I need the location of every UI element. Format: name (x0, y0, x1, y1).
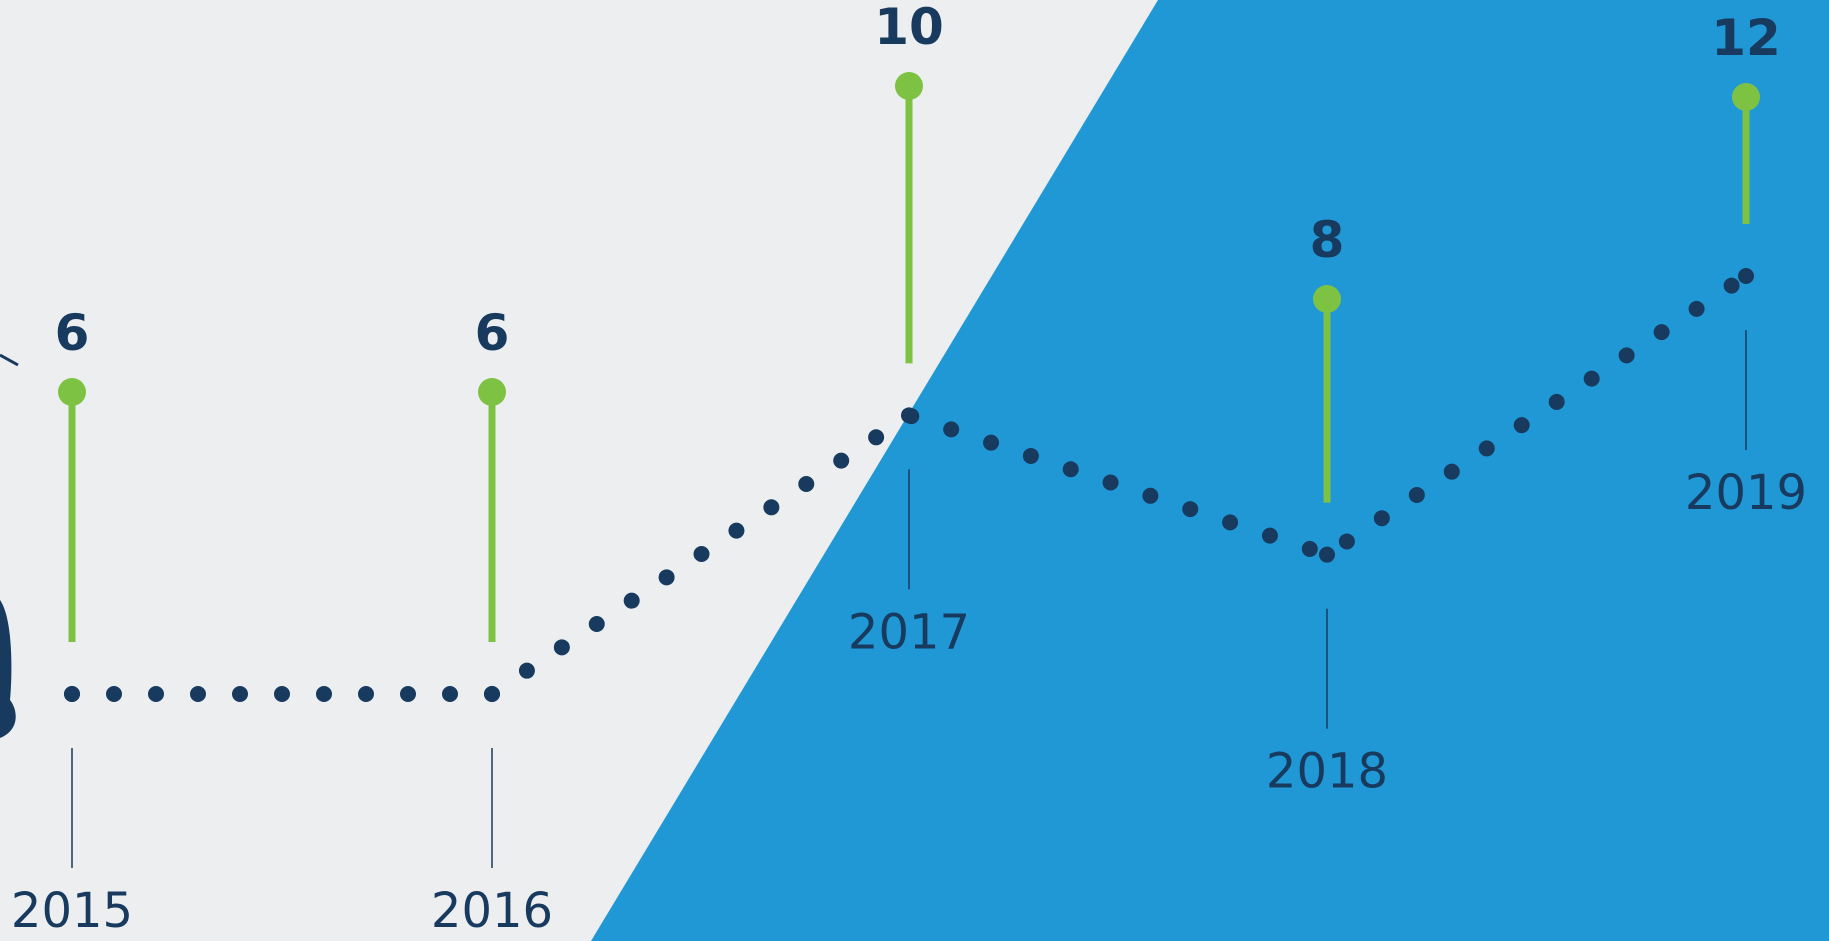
stem-head (895, 72, 923, 100)
x-tick-label: 2017 (848, 604, 970, 660)
data-point (1738, 268, 1754, 284)
data-point (64, 686, 80, 702)
x-tick-label: 2018 (1266, 744, 1388, 800)
x-tick-label: 2019 (1685, 465, 1807, 521)
value-label: 6 (55, 304, 90, 362)
data-point (1319, 547, 1335, 563)
chart: 6 2015 6 2016 10 2017 8 2018 12 2019 (0, 0, 1829, 941)
data-point (484, 686, 500, 702)
value-label: 12 (1711, 9, 1781, 67)
x-tick-label: 2015 (11, 883, 133, 939)
stem-head (478, 378, 506, 406)
value-label: 10 (874, 0, 944, 56)
value-label: 6 (475, 304, 510, 362)
value-label: 8 (1310, 211, 1345, 269)
stem-head (1732, 83, 1760, 111)
data-point (901, 407, 917, 423)
stem-head (58, 378, 86, 406)
stem-head (1313, 285, 1341, 313)
x-tick-label: 2016 (431, 883, 553, 939)
page: 620156201610201782018122019 (() => { con… (0, 0, 1829, 941)
